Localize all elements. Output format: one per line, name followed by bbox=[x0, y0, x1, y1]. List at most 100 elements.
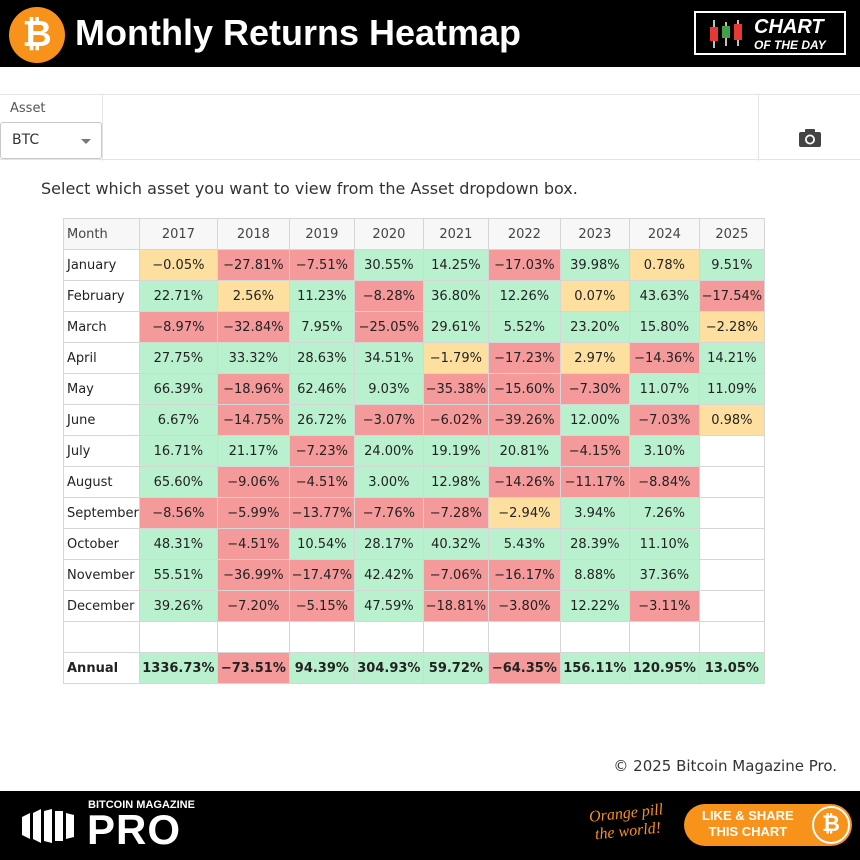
share-line2: THIS CHART bbox=[708, 824, 788, 839]
column-header-year: 2017 bbox=[138, 218, 218, 250]
return-cell bbox=[138, 621, 218, 653]
return-cell: 24.00% bbox=[353, 435, 424, 467]
return-cell: 13.05% bbox=[698, 652, 765, 684]
table-row: Annual 1336.73% −73.51% 94.39% 304.93% 59.72%… bbox=[63, 652, 765, 684]
table-header-row: Month 2017 2018 2019 2020 2021 2022 2023 2024 20… bbox=[63, 218, 765, 250]
return-cell: −7.03% bbox=[628, 404, 700, 436]
row-label: Annual bbox=[63, 652, 140, 684]
return-cell: −16.17% bbox=[487, 559, 561, 591]
header-bar: ₿ Monthly Returns Heatmap CHART OF THE D… bbox=[0, 0, 860, 67]
table-row bbox=[63, 621, 765, 653]
return-cell: −7.51% bbox=[288, 249, 355, 281]
return-cell: 10.54% bbox=[288, 528, 355, 560]
table-row: January −0.05% −27.81% −7.51% 30.55% 14.25% −1… bbox=[63, 249, 765, 281]
return-cell bbox=[487, 621, 561, 653]
return-cell: −7.30% bbox=[559, 373, 630, 405]
toolbar: Asset BTC bbox=[0, 94, 860, 161]
bitcoin-logo-icon: ₿ bbox=[9, 7, 65, 63]
return-cell: 11.07% bbox=[628, 373, 700, 405]
column-header-year: 2020 bbox=[353, 218, 424, 250]
return-cell: −18.96% bbox=[216, 373, 290, 405]
return-cell: 28.17% bbox=[353, 528, 424, 560]
return-cell: 37.36% bbox=[628, 559, 700, 591]
return-cell: −11.17% bbox=[559, 466, 630, 498]
brand-big-text: PRO bbox=[87, 806, 182, 853]
column-header-year: 2023 bbox=[559, 218, 630, 250]
return-cell: 3.00% bbox=[353, 466, 424, 498]
return-cell: 42.42% bbox=[353, 559, 424, 591]
return-cell: 14.25% bbox=[422, 249, 489, 281]
return-cell bbox=[353, 621, 424, 653]
return-cell bbox=[288, 621, 355, 653]
return-cell: 28.39% bbox=[559, 528, 630, 560]
return-cell: 12.26% bbox=[487, 280, 561, 312]
column-header-year: 2022 bbox=[487, 218, 561, 250]
return-cell: 55.51% bbox=[138, 559, 218, 591]
row-label: September bbox=[63, 497, 140, 529]
return-cell: 29.61% bbox=[422, 311, 489, 343]
instruction-text: Select which asset you want to view from… bbox=[41, 179, 578, 198]
camera-icon[interactable] bbox=[798, 128, 822, 148]
like-share-button[interactable]: LIKE & SHARE THIS CHART ₿ bbox=[684, 804, 852, 846]
return-cell: −5.15% bbox=[288, 590, 355, 622]
return-cell: −8.84% bbox=[628, 466, 700, 498]
return-cell: 28.63% bbox=[288, 342, 355, 374]
return-cell: 156.11% bbox=[559, 652, 630, 684]
brand-small-text: BITCOIN MAGAZINE bbox=[88, 799, 195, 811]
column-header-year: 2019 bbox=[288, 218, 355, 250]
return-cell: −5.99% bbox=[216, 497, 290, 529]
return-cell: 22.71% bbox=[138, 280, 218, 312]
return-cell bbox=[698, 435, 765, 467]
return-cell: 7.95% bbox=[288, 311, 355, 343]
return-cell: 23.20% bbox=[559, 311, 630, 343]
asset-dropdown[interactable]: BTC bbox=[0, 122, 102, 159]
return-cell: 11.10% bbox=[628, 528, 700, 560]
return-cell: 20.81% bbox=[487, 435, 561, 467]
return-cell: 36.80% bbox=[422, 280, 489, 312]
candlestick-icon bbox=[710, 20, 742, 48]
return-cell bbox=[698, 590, 765, 622]
return-cell: 2.56% bbox=[216, 280, 290, 312]
table-row: October 48.31% −4.51% 10.54% 28.17% 40.32% 5.4… bbox=[63, 528, 765, 560]
return-cell: −7.76% bbox=[353, 497, 424, 529]
return-cell: −8.56% bbox=[138, 497, 218, 529]
return-cell: 21.17% bbox=[216, 435, 290, 467]
return-cell: −3.11% bbox=[628, 590, 700, 622]
return-cell: 27.75% bbox=[138, 342, 218, 374]
return-cell bbox=[698, 528, 765, 560]
return-cell: −1.79% bbox=[422, 342, 489, 374]
return-cell: −4.51% bbox=[288, 466, 355, 498]
toolbar-divider bbox=[102, 95, 103, 161]
return-cell: 94.39% bbox=[288, 652, 355, 684]
return-cell: 12.22% bbox=[559, 590, 630, 622]
monthly-returns-table: Month 2017 2018 2019 2020 2021 2022 2023 2024 20… bbox=[63, 218, 765, 684]
return-cell: −17.47% bbox=[288, 559, 355, 591]
return-cell: 26.72% bbox=[288, 404, 355, 436]
table-row: November 55.51% −36.99% −17.47% 42.42% −7.06%… bbox=[63, 559, 765, 591]
return-cell bbox=[698, 621, 765, 653]
return-cell: 2.97% bbox=[559, 342, 630, 374]
return-cell: −13.77% bbox=[288, 497, 355, 529]
pro-logo-icon bbox=[22, 809, 74, 843]
return-cell: −2.28% bbox=[698, 311, 765, 343]
row-label: April bbox=[63, 342, 140, 374]
page-title: Monthly Returns Heatmap bbox=[75, 12, 522, 53]
return-cell bbox=[698, 497, 765, 529]
return-cell: −25.05% bbox=[353, 311, 424, 343]
return-cell: −14.26% bbox=[487, 466, 561, 498]
return-cell bbox=[628, 621, 700, 653]
return-cell: −27.81% bbox=[216, 249, 290, 281]
badge-line1: CHART bbox=[754, 16, 824, 38]
column-header-month: Month bbox=[63, 218, 140, 250]
return-cell: −4.51% bbox=[216, 528, 290, 560]
return-cell: 11.23% bbox=[288, 280, 355, 312]
return-cell: 62.46% bbox=[288, 373, 355, 405]
row-label bbox=[63, 621, 140, 653]
row-label: July bbox=[63, 435, 140, 467]
return-cell: −39.26% bbox=[487, 404, 561, 436]
return-cell: 5.43% bbox=[487, 528, 561, 560]
return-cell: 14.21% bbox=[698, 342, 765, 374]
table-row: December 39.26% −7.20% −5.15% 47.59% −18.81% −… bbox=[63, 590, 765, 622]
row-label: October bbox=[63, 528, 140, 560]
column-header-year: 2021 bbox=[422, 218, 489, 250]
